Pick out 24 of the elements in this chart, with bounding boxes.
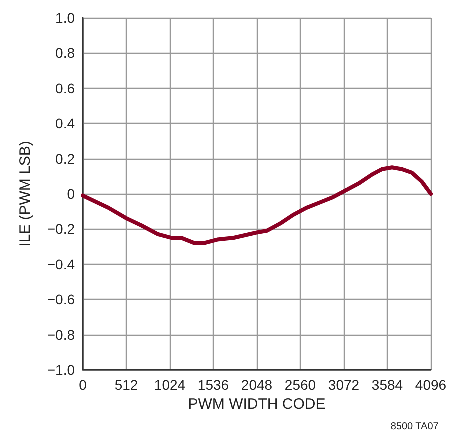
text: 8500 TA07 — [390, 422, 440, 432]
x-tick-label: 4096 — [415, 377, 447, 393]
x-axis-title: PWM WIDTH CODE — [188, 396, 326, 413]
x-tick-label: 3584 — [372, 377, 404, 393]
y-tick-label: −1.0 — [47, 362, 76, 378]
x-tick-label: 1536 — [198, 377, 230, 393]
y-tick-label: 0.6 — [56, 80, 76, 96]
y-tick-label: −0.8 — [47, 326, 76, 343]
y-tick-label: 1.0 — [56, 10, 76, 26]
x-tick-label: 2048 — [241, 377, 273, 393]
y-axis-title: ILE (PWM LSB) — [17, 141, 34, 247]
y-tick-label: −0.6 — [47, 292, 76, 308]
x-tick-label: 1024 — [154, 377, 186, 393]
x-tick-label: 512 — [114, 377, 138, 393]
y-tick-label: 0.4 — [56, 116, 76, 132]
x-tick-label: 2560 — [284, 377, 316, 393]
y-tick-label: 0.8 — [56, 45, 76, 62]
y-tick-label: −0.2 — [47, 221, 76, 238]
line-series — [81, 166, 433, 246]
y-tick-label: 0 — [67, 186, 76, 202]
x-tick-label: 0 — [79, 377, 88, 393]
x-tick-label: 3072 — [328, 377, 360, 393]
y-tick-label: 0.2 — [56, 150, 76, 167]
y-tick-label: −0.4 — [47, 256, 76, 272]
